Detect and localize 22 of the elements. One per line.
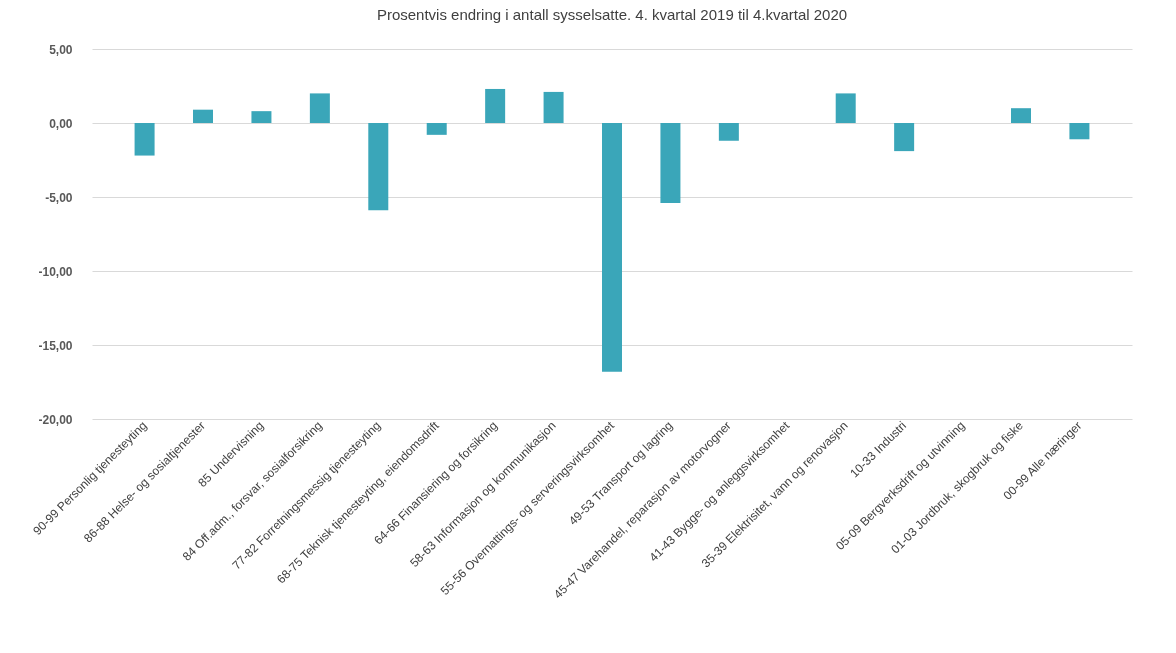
bar [426, 123, 447, 135]
bar [543, 91, 564, 123]
y-tick-label: -15,00 [38, 338, 73, 353]
bar [368, 123, 389, 211]
bar [1010, 108, 1031, 123]
bar [894, 123, 915, 152]
bar [660, 123, 681, 203]
y-tick-label: 0,00 [49, 116, 73, 131]
bar [251, 111, 272, 123]
bar [1069, 123, 1090, 140]
bar [193, 109, 214, 123]
bar [602, 123, 622, 372]
y-tick-label: -5,00 [45, 190, 73, 205]
chart-title: Prosentvis endring i antall sysselsatte. 4. kvartal 2019 til 4.kvartal 2020 [376, 6, 848, 23]
bar [485, 88, 506, 123]
y-tick-label: 5,00 [49, 42, 73, 57]
bar [134, 123, 155, 156]
y-tick-label: -10,00 [38, 264, 73, 279]
bar [309, 93, 330, 123]
bar [835, 93, 856, 123]
y-tick-label: -20,00 [38, 412, 73, 427]
bar [718, 123, 739, 141]
